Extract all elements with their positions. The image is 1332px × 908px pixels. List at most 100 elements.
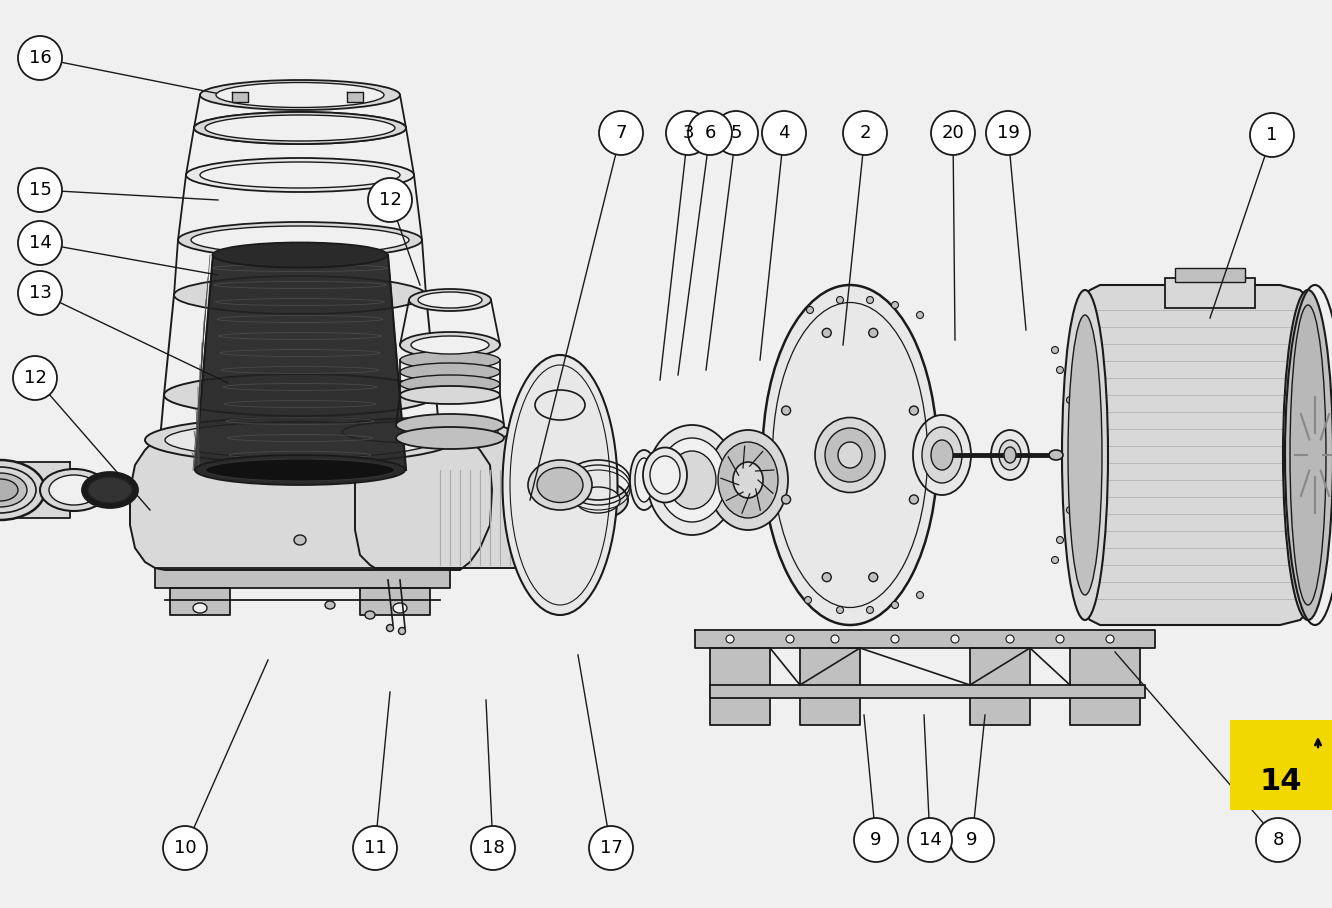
Circle shape <box>19 221 63 265</box>
Ellipse shape <box>630 450 658 510</box>
Circle shape <box>589 826 633 870</box>
Ellipse shape <box>1056 367 1063 373</box>
Ellipse shape <box>535 390 585 420</box>
Ellipse shape <box>575 487 619 513</box>
Polygon shape <box>170 588 230 615</box>
Circle shape <box>843 111 887 155</box>
Ellipse shape <box>891 601 899 608</box>
Ellipse shape <box>409 289 492 311</box>
Ellipse shape <box>0 473 27 507</box>
Ellipse shape <box>205 115 396 141</box>
Polygon shape <box>155 568 450 588</box>
Text: 4: 4 <box>778 124 790 142</box>
Ellipse shape <box>174 276 426 314</box>
Polygon shape <box>194 255 406 470</box>
Circle shape <box>986 111 1030 155</box>
Text: 9: 9 <box>870 831 882 849</box>
Circle shape <box>353 826 397 870</box>
Circle shape <box>163 826 206 870</box>
Text: 12: 12 <box>24 369 47 387</box>
Text: 8: 8 <box>1272 831 1284 849</box>
Circle shape <box>19 36 63 80</box>
Polygon shape <box>131 432 492 570</box>
Ellipse shape <box>49 475 99 505</box>
Ellipse shape <box>0 467 36 513</box>
Ellipse shape <box>83 472 139 508</box>
Text: 1: 1 <box>1267 126 1277 144</box>
Ellipse shape <box>0 460 45 520</box>
Circle shape <box>13 356 57 400</box>
Polygon shape <box>360 588 430 615</box>
Ellipse shape <box>650 456 681 494</box>
Text: 18: 18 <box>482 839 505 857</box>
Ellipse shape <box>836 607 843 614</box>
Ellipse shape <box>1051 347 1059 353</box>
Bar <box>1175 268 1245 282</box>
Ellipse shape <box>567 481 627 519</box>
Polygon shape <box>1070 648 1140 725</box>
Ellipse shape <box>396 427 503 449</box>
Ellipse shape <box>836 297 843 303</box>
Ellipse shape <box>867 607 874 614</box>
Ellipse shape <box>213 242 388 268</box>
Circle shape <box>599 111 643 155</box>
Polygon shape <box>232 92 248 102</box>
Ellipse shape <box>822 329 831 338</box>
Ellipse shape <box>822 573 831 582</box>
Ellipse shape <box>165 422 436 458</box>
Ellipse shape <box>838 442 862 468</box>
Ellipse shape <box>365 611 376 619</box>
Polygon shape <box>710 648 770 725</box>
Text: 10: 10 <box>173 839 196 857</box>
Ellipse shape <box>190 226 409 254</box>
Text: 19: 19 <box>996 124 1019 142</box>
Text: 15: 15 <box>28 181 52 199</box>
Polygon shape <box>801 648 860 725</box>
Ellipse shape <box>194 112 406 144</box>
Circle shape <box>472 826 515 870</box>
Ellipse shape <box>910 495 918 504</box>
Text: 14: 14 <box>919 831 942 849</box>
Ellipse shape <box>1067 507 1074 514</box>
Ellipse shape <box>1106 635 1114 643</box>
Ellipse shape <box>1067 397 1074 403</box>
Ellipse shape <box>396 414 503 436</box>
Polygon shape <box>348 92 364 102</box>
Ellipse shape <box>205 459 396 481</box>
Ellipse shape <box>815 418 884 492</box>
Text: 6: 6 <box>705 124 715 142</box>
Ellipse shape <box>782 495 791 504</box>
Ellipse shape <box>0 479 19 501</box>
Ellipse shape <box>400 332 500 358</box>
Ellipse shape <box>762 285 938 625</box>
Circle shape <box>762 111 806 155</box>
Text: 2: 2 <box>859 124 871 142</box>
Ellipse shape <box>216 83 384 107</box>
Ellipse shape <box>178 222 422 258</box>
Ellipse shape <box>1050 450 1063 460</box>
Ellipse shape <box>145 417 456 463</box>
Ellipse shape <box>916 311 923 319</box>
Ellipse shape <box>669 451 717 509</box>
Bar <box>1229 720 1332 810</box>
Polygon shape <box>0 462 71 518</box>
Text: 13: 13 <box>28 284 52 302</box>
Ellipse shape <box>400 351 500 369</box>
Ellipse shape <box>868 573 878 582</box>
Ellipse shape <box>325 601 336 609</box>
Ellipse shape <box>786 635 794 643</box>
Ellipse shape <box>931 440 952 470</box>
Ellipse shape <box>912 415 971 495</box>
Circle shape <box>689 111 733 155</box>
Ellipse shape <box>160 418 440 462</box>
Ellipse shape <box>1056 635 1064 643</box>
Circle shape <box>19 271 63 315</box>
Ellipse shape <box>891 635 899 643</box>
Ellipse shape <box>825 428 875 482</box>
Ellipse shape <box>193 603 206 613</box>
Ellipse shape <box>831 635 839 643</box>
Ellipse shape <box>174 422 426 458</box>
Polygon shape <box>970 648 1030 725</box>
Ellipse shape <box>400 363 500 381</box>
Ellipse shape <box>194 112 406 144</box>
